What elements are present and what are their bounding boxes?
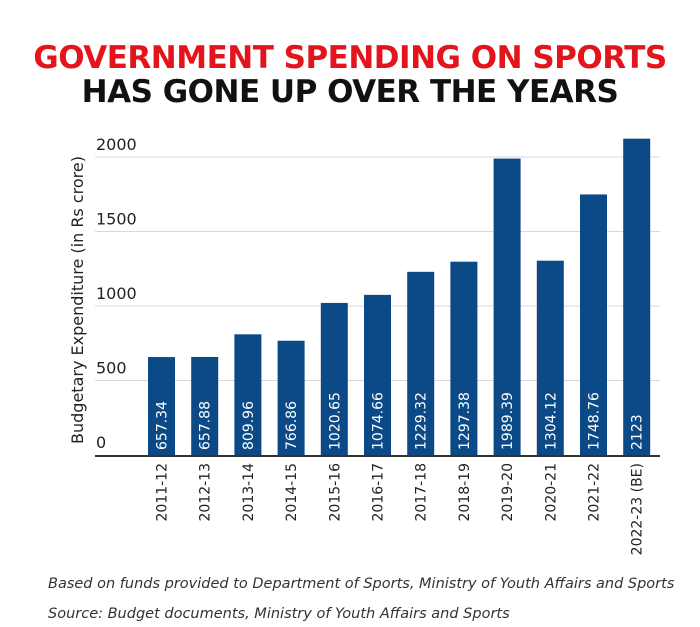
bar [623, 138, 651, 455]
data-label: 766.86 [284, 401, 300, 450]
x-tick-label: 2016-17 [371, 463, 387, 522]
y-tick-label: 1500 [96, 210, 137, 229]
data-label: 1297.38 [457, 392, 473, 450]
x-tick-label: 2020-21 [543, 463, 559, 522]
bar [580, 194, 607, 455]
x-tick-label: 2014-15 [284, 463, 300, 522]
data-label: 1229.32 [414, 392, 430, 450]
data-label: 1074.66 [371, 392, 387, 450]
bar [536, 260, 564, 455]
footnote: Based on funds provided to Department of… [48, 576, 675, 592]
chart-title-line1: GOVERNMENT SPENDING ON SPORTS [33, 40, 667, 76]
x-tick-label: 2021-22 [587, 463, 603, 522]
x-tick-label: 2013-14 [241, 463, 257, 522]
bar [364, 294, 391, 455]
bar [450, 261, 478, 455]
data-label: 809.96 [241, 401, 257, 450]
data-label: 657.34 [155, 401, 171, 450]
bar [191, 356, 219, 455]
y-tick-label: 1000 [96, 284, 137, 303]
bar [148, 357, 175, 455]
y-tick-label: 0 [96, 433, 106, 452]
bar [320, 302, 348, 455]
data-label: 2123 [630, 414, 646, 450]
x-tick-label: 2015-16 [327, 463, 343, 522]
x-tick-label: 2022-23 (BE) [630, 463, 646, 555]
bar [234, 334, 262, 455]
x-tick-label: 2018-19 [457, 463, 473, 522]
x-tick-label: 2019-20 [500, 463, 516, 522]
data-label: 1020.65 [327, 392, 343, 450]
y-axis-label: Budgetary Expenditure (in Rs crore) [68, 156, 87, 444]
data-label: 1304.12 [543, 392, 559, 450]
x-tick-label: 2017-18 [414, 463, 430, 522]
bar [407, 271, 435, 455]
x-tick-label: 2012-13 [198, 463, 214, 522]
data-label: 657.88 [198, 401, 214, 450]
bar [277, 340, 305, 455]
chart-title-line2: HAS GONE UP OVER THE YEARS [81, 74, 619, 110]
x-tick-label: 2011-12 [155, 463, 171, 522]
data-label: 1748.76 [587, 392, 603, 450]
data-label: 1989.39 [500, 392, 516, 450]
source-note: Source: Budget documents, Ministry of Yo… [48, 606, 510, 622]
y-tick-label: 2000 [96, 135, 137, 154]
y-tick-label: 500 [96, 359, 127, 378]
bar [493, 158, 521, 456]
